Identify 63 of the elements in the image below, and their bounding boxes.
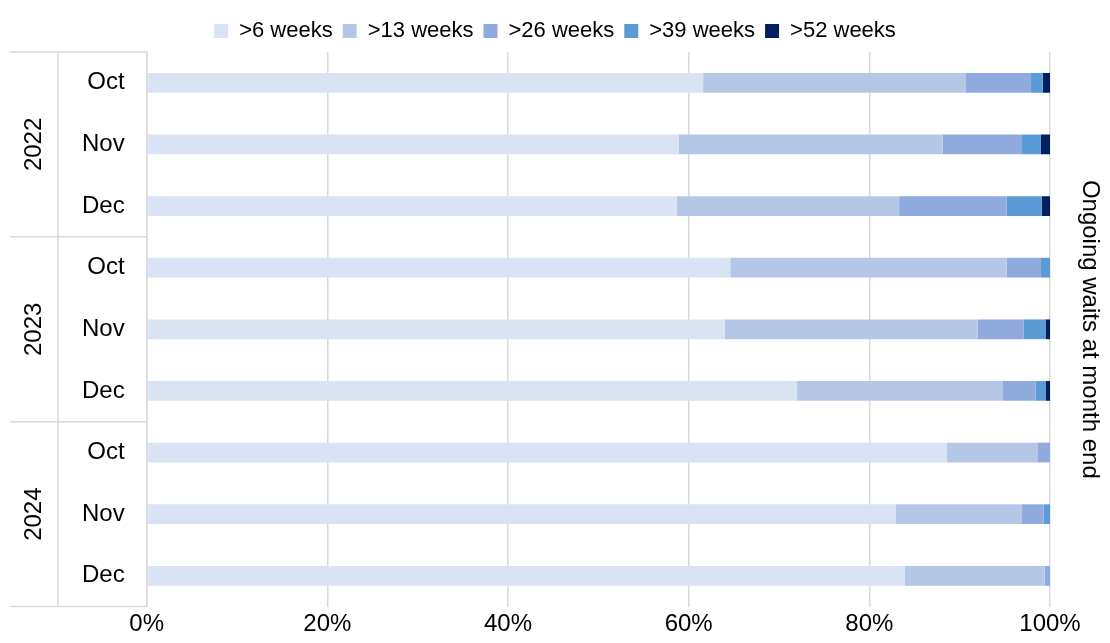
x-tick-label: 60%: [664, 608, 713, 636]
bar: [730, 257, 1007, 278]
bar: [1031, 72, 1043, 93]
bar: [147, 504, 896, 525]
bar: [1045, 381, 1050, 401]
bar: [1023, 319, 1046, 340]
y-tick-label: Dec: [81, 375, 125, 403]
text: 2023: [18, 302, 46, 356]
text: 2022: [18, 117, 46, 172]
bar: [947, 442, 1038, 463]
y-tick-label: Nov: [81, 313, 125, 341]
y-tick-label: Oct: [87, 67, 125, 95]
bar: [147, 257, 731, 278]
bar: [1003, 381, 1036, 401]
x-tick-label: 0%: [129, 608, 165, 636]
bar: [1045, 319, 1050, 340]
legend-label: >52 weeks: [790, 17, 896, 43]
bar: [147, 134, 679, 155]
bar: [1040, 257, 1050, 278]
bar: [942, 134, 1022, 155]
bar: [1037, 442, 1050, 463]
bar: [147, 319, 725, 340]
bar: [1042, 72, 1050, 93]
y-tick-label: Dec: [81, 560, 125, 588]
bar: [1044, 565, 1050, 586]
bar: [147, 381, 798, 401]
text: 2024: [18, 487, 46, 541]
y-tick-label: Nov: [81, 498, 125, 526]
y-tick-label: Oct: [87, 252, 125, 280]
bar: [724, 319, 978, 340]
bar: [904, 565, 1045, 586]
bar: [703, 72, 966, 93]
bar: [1041, 196, 1050, 216]
bar: [1022, 134, 1041, 155]
x-tick-label: 100%: [1019, 608, 1081, 636]
x-tick-label: 20%: [303, 608, 352, 636]
bar: [1022, 504, 1044, 525]
bar: [676, 196, 900, 216]
bar: [899, 196, 1007, 216]
y2-axis-title: Ongoing waits at month end: [1078, 179, 1106, 479]
y-tick-label: Dec: [81, 190, 125, 218]
bar: [965, 72, 1032, 93]
legend-label: >26 weeks: [508, 17, 615, 43]
bar: [1043, 504, 1050, 525]
y-tick-label: Oct: [87, 437, 125, 465]
y-tick-label: Nov: [81, 129, 125, 157]
bar: [797, 381, 1004, 401]
bar: [895, 504, 1022, 525]
bar: [147, 72, 704, 93]
bar: [678, 134, 943, 155]
legend-label: >6 weeks: [239, 17, 333, 43]
bar: [1006, 196, 1042, 216]
x-tick-label: 80%: [845, 608, 894, 636]
legend-label: >13 weeks: [367, 17, 474, 43]
bar: [147, 565, 905, 586]
bar: [147, 442, 948, 463]
bar: [1006, 257, 1041, 278]
bar: [147, 196, 677, 216]
bar: [1035, 381, 1046, 401]
bar: [977, 319, 1024, 340]
legend-label: >39 weeks: [649, 17, 756, 43]
x-tick-label: 40%: [483, 608, 533, 636]
bar: [1040, 134, 1050, 155]
